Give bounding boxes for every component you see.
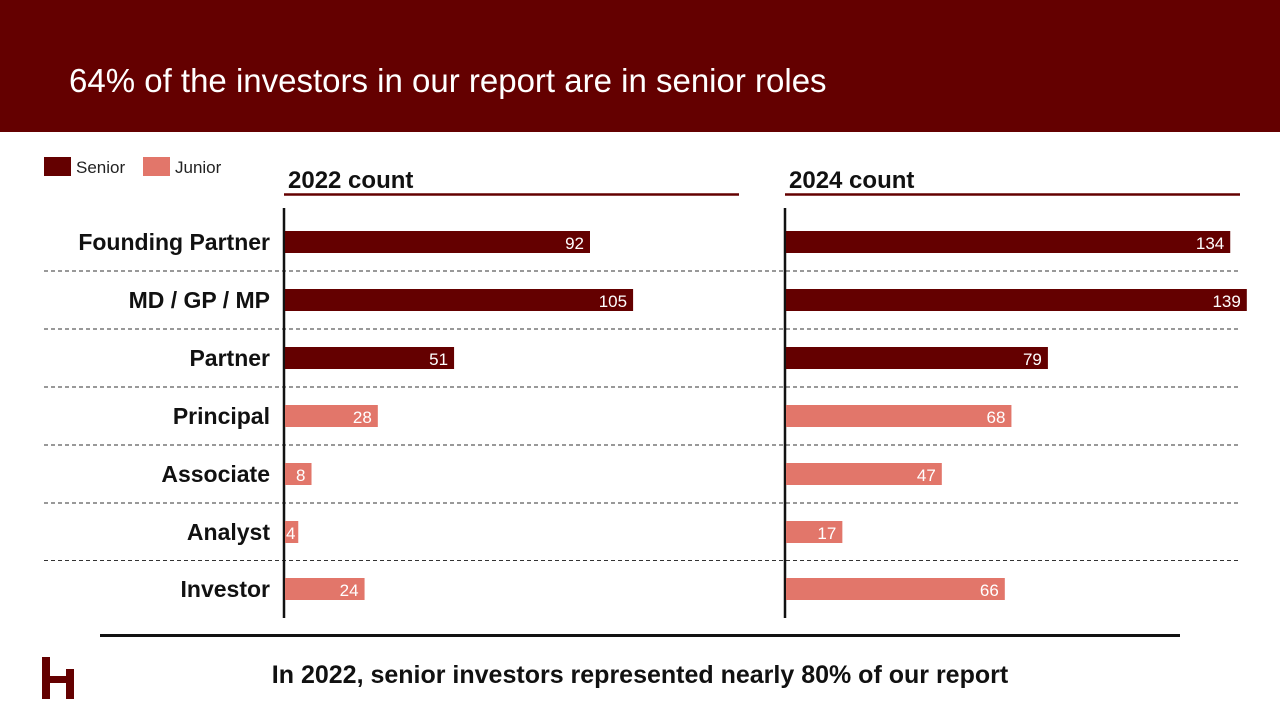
- category-label-investor: Investor: [181, 576, 271, 602]
- category-label-md-gp-mp: MD / GP / MP: [129, 287, 270, 313]
- bar-2024-analyst: [786, 521, 843, 543]
- bar-2022-md-gp-mp: [285, 289, 634, 311]
- header-banner: 64% of the investors in our report are i…: [0, 0, 1280, 132]
- data-label: 51: [429, 350, 448, 369]
- bar-2024-md-gp-mp: [786, 289, 1247, 311]
- data-label: 134: [1196, 234, 1224, 253]
- legend-label-junior: Junior: [175, 158, 222, 177]
- page-title: 64% of the investors in our report are i…: [69, 62, 827, 99]
- data-label: 79: [1023, 350, 1042, 369]
- data-label: 68: [987, 408, 1006, 427]
- bar-2024-principal: [786, 405, 1012, 427]
- bar-2024-investor: [786, 578, 1005, 600]
- data-label: 24: [340, 581, 359, 600]
- category-label-partner: Partner: [189, 345, 270, 371]
- data-label: 105: [599, 292, 627, 311]
- bar-2022-principal: [285, 405, 378, 427]
- bar-2024-partner: [786, 347, 1048, 369]
- bar-2022-partner: [285, 347, 455, 369]
- legend-swatch-senior: [44, 157, 71, 176]
- data-label: 17: [817, 524, 836, 543]
- bar-2022-investor: [285, 578, 365, 600]
- bar-2022-analyst: [285, 521, 299, 543]
- panel-title-2024-count: 2024 count: [789, 167, 914, 194]
- footer-note: In 2022, senior investors represented ne…: [271, 661, 1009, 689]
- bar-chart: Founding Partner MD / GP / MP Partner Princ…: [44, 167, 1247, 618]
- legend-swatch-junior: [143, 157, 170, 176]
- bar-2022-associate: [285, 463, 312, 485]
- data-label: 8: [296, 466, 305, 485]
- data-label: 28: [353, 408, 372, 427]
- category-label-founding-partner: Founding Partner: [78, 229, 270, 255]
- category-label-associate: Associate: [161, 461, 270, 487]
- data-label: 139: [1212, 292, 1240, 311]
- bar-2024-associate: [786, 463, 942, 485]
- category-label-analyst: Analyst: [187, 519, 270, 545]
- data-label: 66: [980, 581, 999, 600]
- data-label: 92: [565, 234, 584, 253]
- data-label: 4: [286, 524, 295, 543]
- legend-label-senior: Senior: [76, 158, 126, 177]
- data-label: 47: [917, 466, 936, 485]
- category-label-principal: Principal: [173, 403, 270, 429]
- bar-2024-founding-partner: [786, 231, 1231, 253]
- panel-title-2022-count: 2022 count: [288, 167, 413, 194]
- brand-logo-icon: [42, 657, 74, 699]
- footer-divider: [100, 634, 1180, 637]
- bar-2022-founding-partner: [285, 231, 590, 253]
